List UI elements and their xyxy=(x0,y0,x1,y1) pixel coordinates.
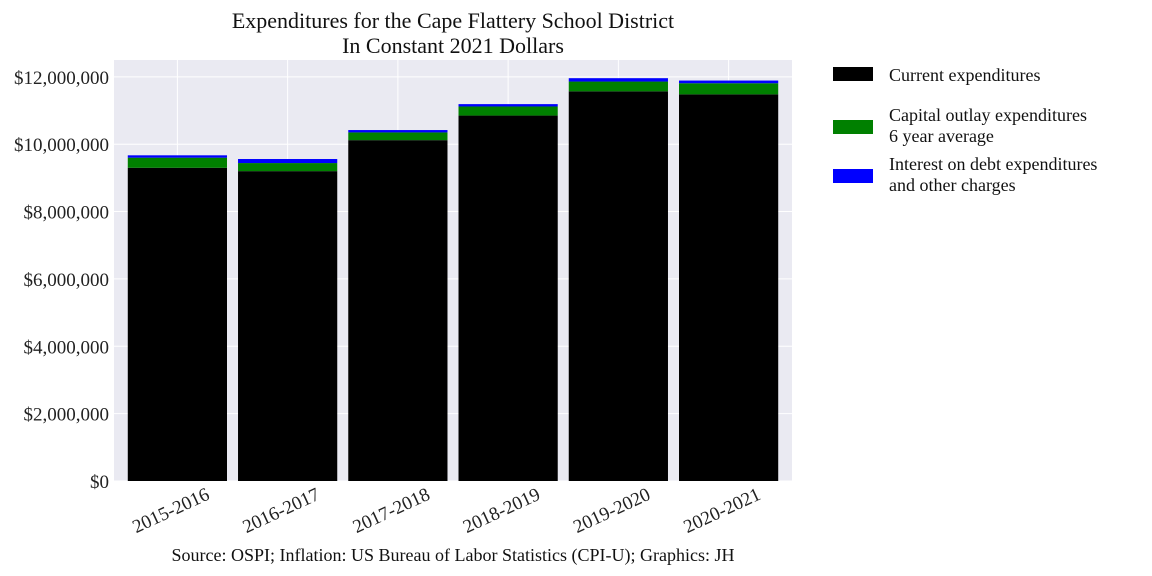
x-tick-label: 2019-2020 xyxy=(570,484,653,538)
y-tick-label: $2,000,000 xyxy=(24,405,110,426)
legend-swatch xyxy=(833,120,873,134)
legend-label: Interest on debt expenditures xyxy=(889,154,1097,174)
y-tick-label: $12,000,000 xyxy=(14,68,109,89)
x-tick-label: 2020-2021 xyxy=(681,484,764,538)
x-tick-label: 2016-2017 xyxy=(240,484,323,538)
bar-segment-current xyxy=(348,140,448,482)
bar-segment-interest xyxy=(238,159,338,164)
bar-segment-current xyxy=(568,91,668,482)
bar-segment-capital xyxy=(458,106,558,116)
x-tick-label: 2017-2018 xyxy=(350,484,433,538)
y-tick-label: $8,000,000 xyxy=(24,203,110,224)
chart-title-line-2: In Constant 2021 Dollars xyxy=(342,33,564,58)
y-tick-label: $10,000,000 xyxy=(14,135,109,156)
legend-label: 6 year average xyxy=(889,126,994,146)
x-tick-label: 2015-2016 xyxy=(129,484,212,538)
y-axis-ticks: $0 $2,000,000 $4,000,000 $6,000,000 $8,000,0… xyxy=(14,68,109,493)
x-tick-label: 2018-2019 xyxy=(460,484,543,538)
y-tick-label: $0 xyxy=(90,472,109,493)
legend-label: Capital outlay expenditures xyxy=(889,105,1087,125)
bar-segment-interest xyxy=(458,104,558,107)
bar-segment-interest xyxy=(679,80,779,84)
bar-segment-current xyxy=(679,94,779,481)
chart-title-line-1: Expenditures for the Cape Flattery Schoo… xyxy=(232,8,674,33)
y-tick-label: $4,000,000 xyxy=(24,337,110,358)
bar-segment-capital xyxy=(348,132,448,141)
bars xyxy=(127,78,779,482)
legend: Current expenditures Capital outlay expen… xyxy=(833,65,1097,195)
legend-label: and other charges xyxy=(889,175,1016,195)
legend-swatch xyxy=(833,169,873,183)
bar-segment-current xyxy=(127,167,227,481)
bar-segment-capital xyxy=(679,83,779,95)
legend-swatch xyxy=(833,67,873,81)
bar-segment-interest xyxy=(568,78,668,82)
bar-segment-capital xyxy=(127,157,227,168)
bar-segment-capital xyxy=(568,81,668,92)
y-tick-label: $6,000,000 xyxy=(24,270,110,291)
bar-segment-interest xyxy=(127,155,227,158)
bar-segment-interest xyxy=(348,130,448,133)
source-note: Source: OSPI; Inflation: US Bureau of La… xyxy=(172,545,735,566)
x-axis-ticks: 2015-2016 2016-2017 2017-2018 2018-2019 2019… xyxy=(129,484,764,538)
bar-segment-current xyxy=(458,115,558,482)
legend-label: Current expenditures xyxy=(889,65,1040,85)
bar-segment-current xyxy=(238,171,338,482)
bar-segment-capital xyxy=(238,163,338,172)
